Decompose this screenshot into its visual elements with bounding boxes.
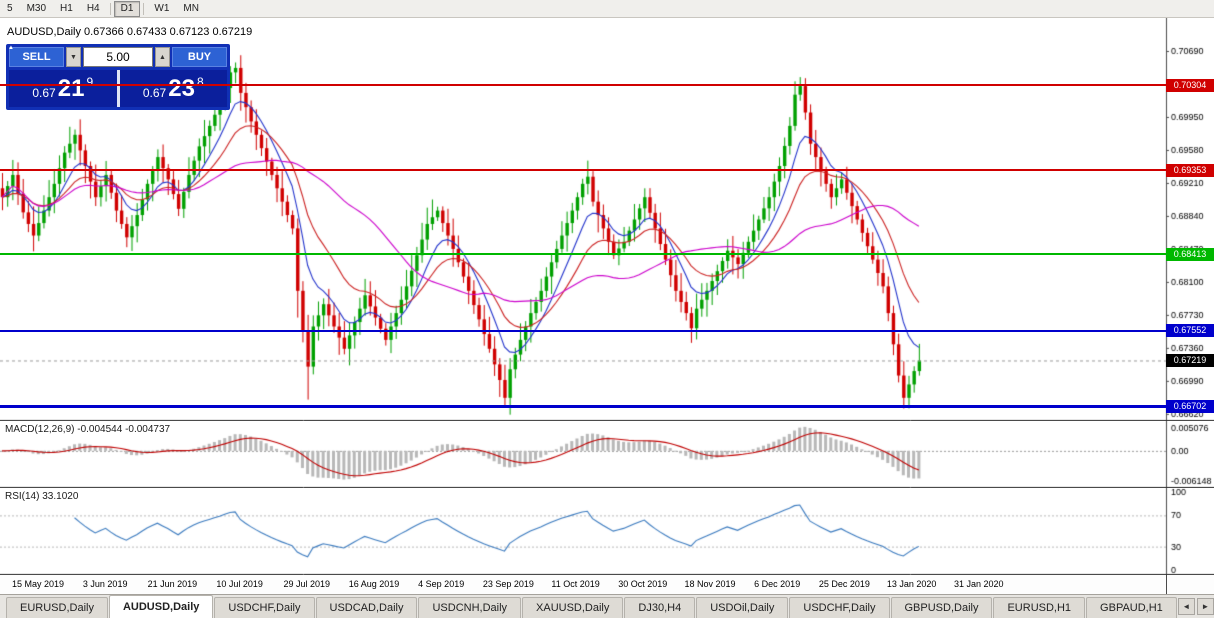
- sell-button[interactable]: SELL: [9, 47, 64, 67]
- macd-indicator-canvas[interactable]: [0, 421, 1214, 488]
- price-level-badge[interactable]: 0.67552: [1166, 324, 1214, 338]
- chart-tab-eurusd-daily[interactable]: EURUSD,Daily: [6, 597, 108, 618]
- price-level-badge[interactable]: 0.68413: [1166, 247, 1214, 261]
- volume-input[interactable]: [83, 47, 153, 67]
- timeframe-button-m30[interactable]: M30: [20, 1, 53, 17]
- axis-separator: [1166, 575, 1167, 594]
- chart-tab-gbpusd-daily[interactable]: GBPUSD,Daily: [890, 597, 993, 618]
- tab-scroll-right-button[interactable]: ►: [1196, 598, 1214, 615]
- volume-increase-button[interactable]: ▲: [155, 47, 170, 67]
- time-axis-label: 23 Sep 2019: [482, 579, 534, 589]
- horizontal-level-line[interactable]: [0, 405, 1166, 409]
- buy-button[interactable]: BUY: [172, 47, 227, 67]
- chart-tab-usdchf-daily[interactable]: USDCHF,Daily: [789, 597, 890, 618]
- timeframe-toolbar: 5 M30 H1 H4 D1 W1 MN: [0, 0, 1214, 18]
- toolbar-separator: [143, 2, 145, 15]
- chart-tab-eurusd-h1[interactable]: EURUSD,H1: [993, 597, 1086, 618]
- buy-price-big: 23: [168, 74, 195, 102]
- chart-tabs-bar: EURUSD,Daily AUDUSD,Daily USDCHF,Daily USDC…: [0, 594, 1214, 618]
- time-axis-label: 15 May 2019: [11, 579, 65, 589]
- time-axis-label: 16 Aug 2019: [348, 579, 400, 589]
- current-price-badge: 0.67219: [1166, 353, 1214, 367]
- timeframe-button-d1[interactable]: D1: [113, 0, 141, 17]
- time-axis-label: 25 Dec 2019: [818, 579, 870, 589]
- time-axis-label: 10 Jul 2019: [216, 579, 263, 589]
- sell-price-big: 21: [57, 74, 85, 102]
- one-click-trading-panel: ▲ SELL ▼ ▲ BUY 0.67 21 9 0.67 23 8: [6, 44, 230, 110]
- timeframe-button-w1[interactable]: W1: [147, 1, 176, 17]
- sell-price-prefix: 0.67: [32, 86, 56, 100]
- chart-tab-usdcnh-daily[interactable]: USDCNH,Daily: [418, 597, 522, 618]
- volume-decrease-button[interactable]: ▼: [66, 47, 81, 67]
- buy-price-prefix: 0.67: [142, 86, 167, 100]
- timeframe-button-mn[interactable]: MN: [176, 1, 206, 17]
- time-axis-label: 31 Jan 2020: [954, 579, 1004, 589]
- chart-tab-gbpaud-h1[interactable]: GBPAUD,H1: [1086, 597, 1177, 618]
- horizontal-level-line[interactable]: [0, 329, 1166, 332]
- buy-price-sup: 8: [196, 75, 204, 89]
- trade-panel-prices: 0.67 21 9 0.67 23 8: [9, 70, 227, 107]
- time-axis-label: 29 Jul 2019: [283, 579, 331, 589]
- time-axis-label: 30 Oct 2019: [618, 579, 668, 589]
- sell-price-sup: 9: [86, 75, 94, 89]
- tab-scroll-left-button[interactable]: ◄: [1177, 598, 1195, 615]
- horizontal-level-line[interactable]: [0, 253, 1166, 255]
- rsi-label: RSI(14) 33.1020: [5, 491, 79, 502]
- chart-title: AUDUSD,Daily 0.67366 0.67433 0.67123 0.6…: [7, 26, 253, 38]
- tab-scroll-arrows: ◄ ►: [1177, 598, 1214, 615]
- timeframe-button-5[interactable]: 5: [0, 1, 20, 17]
- time-axis-label: 11 Oct 2019: [551, 579, 600, 589]
- toolbar-separator: [109, 2, 111, 15]
- time-axis-label: 21 Jun 2019: [147, 579, 198, 589]
- sell-price[interactable]: 0.67 21 9: [9, 70, 117, 107]
- chart-tab-xauusd-daily[interactable]: XAUUSD,Daily: [522, 597, 624, 618]
- timeframe-button-h4[interactable]: H4: [80, 1, 107, 17]
- chart-tab-usdcad-daily[interactable]: USDCAD,Daily: [315, 597, 418, 618]
- rsi-indicator-canvas[interactable]: [0, 488, 1214, 575]
- timeframe-button-h1[interactable]: H1: [53, 1, 80, 17]
- price-level-badge[interactable]: 0.66702: [1166, 400, 1214, 414]
- time-axis-label: 18 Nov 2019: [684, 579, 736, 589]
- price-level-badge[interactable]: 0.70304: [1166, 78, 1214, 92]
- chart-tab-usdoil-daily[interactable]: USDOil,Daily: [696, 597, 789, 618]
- horizontal-level-line[interactable]: [0, 169, 1166, 172]
- chart-tab-dj30-h4[interactable]: DJ30,H4: [624, 597, 696, 618]
- price-level-badge[interactable]: 0.69353: [1166, 163, 1214, 177]
- buy-price[interactable]: 0.67 23 8: [119, 70, 227, 107]
- time-axis-label: 3 Jun 2019: [82, 579, 128, 589]
- trade-panel-controls: SELL ▼ ▲ BUY: [9, 47, 227, 67]
- time-axis-label: 6 Dec 2019: [754, 579, 801, 589]
- chart-tab-audusd-daily[interactable]: AUDUSD,Daily: [108, 595, 214, 618]
- macd-label: MACD(12,26,9) -0.004544 -0.004737: [5, 424, 171, 435]
- chart-tab-usdchf-daily[interactable]: USDCHF,Daily: [214, 597, 315, 618]
- collapse-trade-panel-icon[interactable]: ▲: [8, 45, 14, 51]
- time-axis-label: 13 Jan 2020: [886, 579, 937, 589]
- time-axis-label: 4 Sep 2019: [418, 579, 465, 589]
- time-axis: 15 May 2019 3 Jun 2019 21 Jun 2019 10 Jul 2…: [0, 575, 1214, 594]
- horizontal-level-line[interactable]: [0, 84, 1166, 87]
